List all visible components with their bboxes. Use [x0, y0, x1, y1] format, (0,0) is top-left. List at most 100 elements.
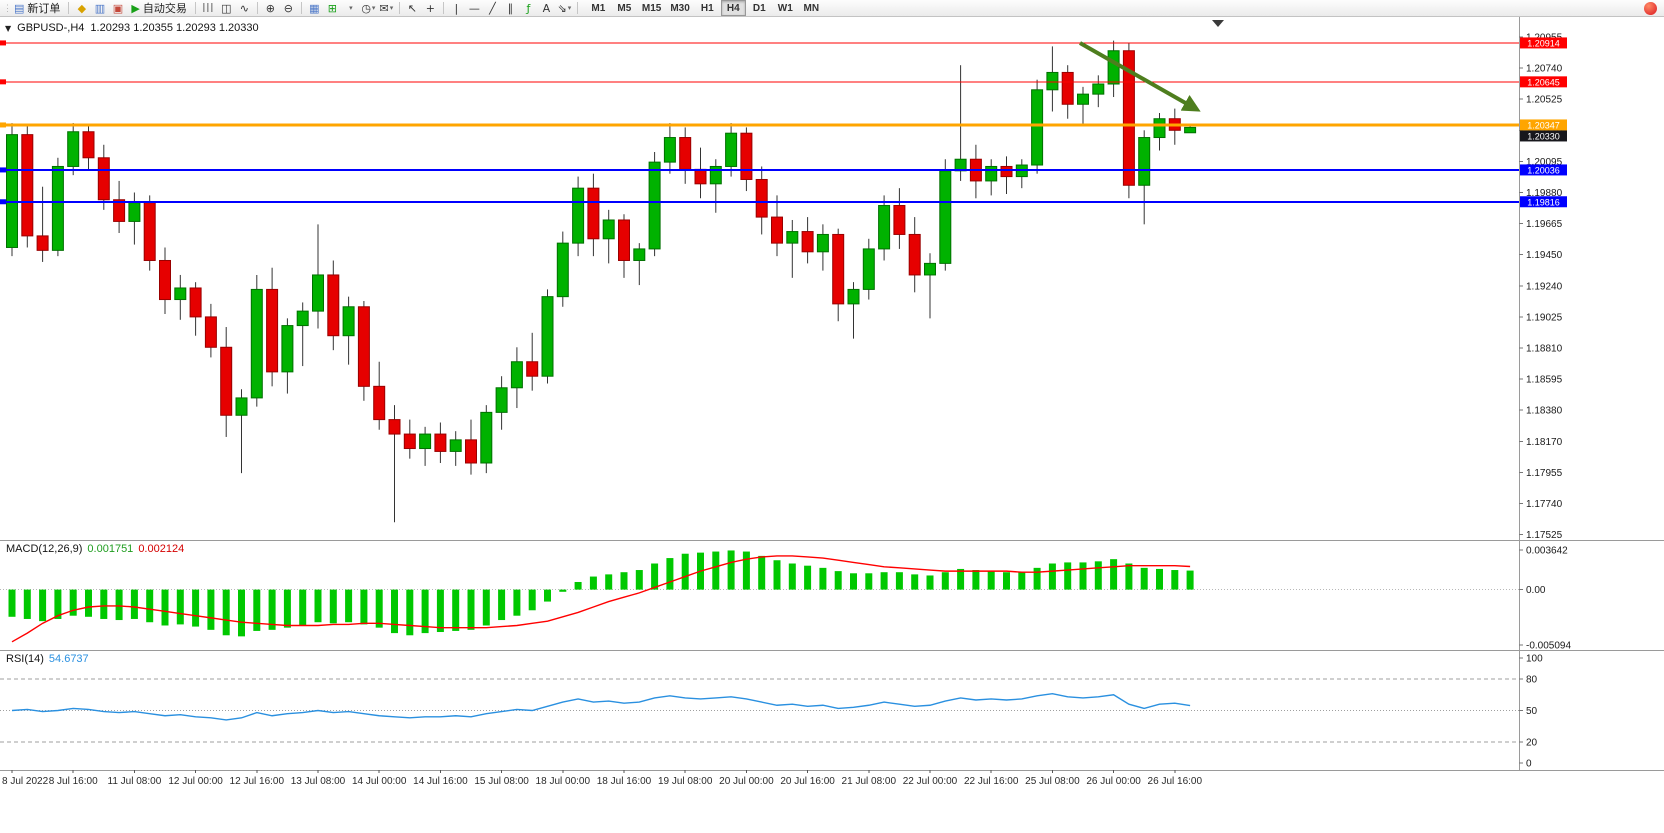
bars-chart-icon[interactable]: ||| [202, 2, 215, 13]
chart-shift-marker-icon[interactable] [1212, 20, 1224, 27]
crosshair-icon[interactable]: + [425, 1, 435, 15]
candle-bullish [985, 165, 998, 182]
macd-panel-canvas[interactable]: 0.003642 0.00 -0.005094 [0, 540, 1664, 650]
indicators-dropdown-icon[interactable]: ▾ [342, 1, 359, 16]
notifications-icon[interactable] [1644, 1, 1657, 15]
price-tick-label: 1.20740 [1526, 64, 1563, 75]
timeframe-button-m1[interactable]: M1 [591, 2, 606, 14]
macd-tick-label: 0.003642 [1526, 546, 1568, 557]
timeframe-button-h4[interactable]: H4 [720, 0, 746, 16]
zoom-in-icon[interactable]: ⊕ [265, 1, 275, 15]
tile-windows-icon[interactable]: ▦ [309, 1, 320, 15]
toolbar-separator [68, 2, 70, 14]
candle-bullish [847, 288, 860, 305]
timeframe-button-m5[interactable]: M5 [617, 2, 632, 14]
price-level-badge-label: 1.20036 [1527, 165, 1560, 175]
date-axis-label: 20 Jul 16:00 [780, 776, 835, 787]
arrow-objects-icon[interactable]: ⇘ ▾ [556, 1, 573, 16]
macd-bar [1033, 567, 1041, 590]
market-watch-icon[interactable]: ◆ [77, 1, 87, 15]
candles-chart-icon[interactable]: ◫ [221, 1, 232, 15]
macd-bar [1018, 572, 1026, 590]
macd-bar [1186, 570, 1194, 590]
macd-bar [130, 589, 138, 619]
charts-window-icon[interactable]: ▥ [94, 1, 106, 15]
candle-bearish [1061, 71, 1074, 105]
macd-bar [880, 572, 888, 590]
line-chart-icon[interactable]: ∿ [239, 1, 249, 15]
price-tick-label: 1.18170 [1526, 437, 1563, 448]
channel-tool-icon[interactable]: ∥ [507, 1, 514, 15]
candle-bullish [1046, 71, 1059, 91]
line-anchor-handle[interactable] [0, 167, 6, 173]
timeframe-button-w1[interactable]: W1 [777, 2, 793, 14]
auto-trading-label: 自动交易 [142, 3, 187, 15]
timeframe-button-m15[interactable]: M15 [641, 2, 662, 14]
macd-bar [360, 589, 368, 625]
fibonacci-tool-icon[interactable]: ƒ [526, 1, 531, 15]
date-axis-label: 26 Jul 00:00 [1086, 776, 1141, 787]
macd-bar [819, 567, 827, 590]
chart-window[interactable]: 1.209551.207401.205251.203101.200951.198… [0, 17, 1664, 833]
line-anchor-handle[interactable] [0, 79, 6, 85]
macd-bar [681, 553, 689, 590]
new-order-button[interactable]: ▤ 新订单 [10, 1, 64, 16]
alerts-icon[interactable]: ✉ ▾ [378, 1, 395, 16]
candle-bullish [67, 131, 80, 167]
macd-tick-label: 0.00 [1526, 585, 1546, 596]
date-axis-label: 20 Jul 00:00 [719, 776, 774, 787]
candle-bullish [342, 306, 355, 337]
rsi-tick-label: 100 [1526, 654, 1543, 665]
candle-bearish [740, 132, 753, 180]
auto-trading-button[interactable]: ▶ 自动交易 [127, 1, 190, 16]
macd-bar [865, 573, 873, 590]
date-axis-label: 22 Jul 16:00 [964, 776, 1019, 787]
candle-bearish [189, 287, 202, 318]
horizontal-line-tool-icon[interactable]: — [468, 1, 480, 15]
toolbar-separator [398, 2, 400, 14]
date-axis-label: 13 Jul 08:00 [291, 776, 346, 787]
timeframe-button-mn[interactable]: MN [803, 2, 820, 14]
trendline-tool-icon[interactable]: ╱ [489, 1, 496, 15]
timeframe-button-d1[interactable]: D1 [752, 2, 766, 14]
candle-bullish [924, 262, 936, 276]
terminal-icon[interactable]: ▣ [112, 1, 124, 15]
cursor-icon[interactable]: ↖ [407, 1, 417, 15]
price-chart-canvas[interactable]: 1.209551.207401.205251.203101.200951.198… [0, 17, 1664, 540]
candle-bearish [893, 205, 906, 235]
one-click-trading-arrow[interactable]: ▼ [5, 23, 12, 33]
time-axis[interactable]: 8 Jul 2022 8 Jul 16:00 11 Jul 08:00 12 Jul … [0, 770, 1664, 800]
line-anchor-handle[interactable] [0, 199, 6, 205]
candle-bearish [204, 316, 217, 348]
timeframe-button-h1[interactable]: H1 [700, 2, 714, 14]
rsi-tick-label: 50 [1526, 706, 1538, 717]
periods-icon[interactable]: ◷ ▾ [360, 1, 377, 16]
price-level-badge-label: 1.20645 [1527, 77, 1560, 87]
macd-bar [192, 589, 200, 627]
macd-bar [299, 589, 307, 626]
zoom-out-icon[interactable]: ⊖ [283, 1, 293, 15]
arrow-annotation[interactable] [1079, 41, 1201, 112]
price-tick-label: 1.18810 [1526, 344, 1563, 355]
macd-bar [8, 589, 16, 617]
candle-bullish [510, 361, 523, 389]
current-price-badge [1520, 130, 1567, 142]
macd-bar [1094, 561, 1102, 590]
text-tool-icon[interactable]: A [542, 1, 551, 15]
timeframe-button-m30[interactable]: M30 [670, 2, 690, 14]
vertical-line-tool-icon[interactable]: | [454, 1, 459, 15]
line-anchor-handle[interactable] [0, 122, 6, 128]
macd-bar [957, 568, 965, 590]
candle-bearish [908, 233, 921, 276]
macd-label: MACD(12,26,9) 0.001751 0.002124 [6, 543, 184, 555]
toolbar-grip[interactable]: ⋮ [3, 2, 12, 13]
candle-bullish [1153, 118, 1166, 139]
candle-bullish [541, 296, 554, 377]
candle-bearish [832, 233, 845, 305]
line-anchor-handle[interactable] [0, 40, 6, 46]
rsi-panel-canvas[interactable]: 100 80 50 20 0 [0, 650, 1664, 770]
candle-bullish [572, 187, 585, 244]
candle-bearish [801, 231, 814, 253]
macd-bar [283, 589, 291, 628]
indicators-add-icon[interactable]: ⊞ [327, 1, 337, 15]
